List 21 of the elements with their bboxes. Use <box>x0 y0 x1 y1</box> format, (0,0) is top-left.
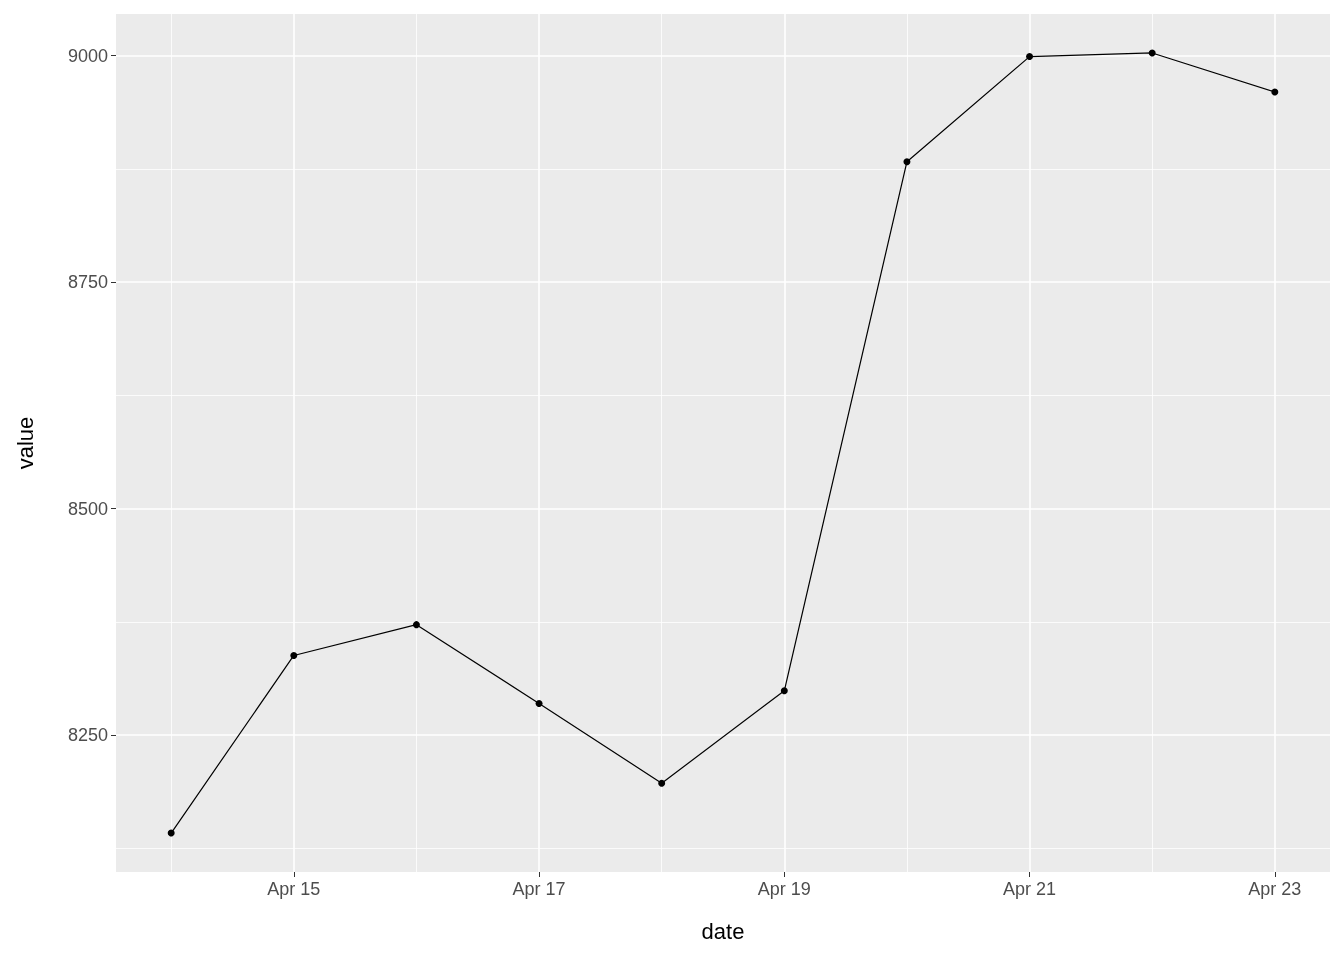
x-tick-label: Apr 15 <box>267 879 321 899</box>
y-tick-label: 8500 <box>67 498 108 519</box>
point <box>535 699 543 707</box>
x-tick-label: Apr 23 <box>1248 879 1302 899</box>
point <box>412 621 420 629</box>
y-tick-label: 9000 <box>67 45 108 66</box>
x-tick-label: Apr 19 <box>757 879 811 899</box>
point <box>1148 49 1156 57</box>
y-tick-label: 8750 <box>67 272 108 293</box>
x-tick-label: Apr 21 <box>1003 879 1057 899</box>
x-tick-label: Apr 17 <box>512 879 566 899</box>
point <box>1271 88 1279 96</box>
point <box>658 779 666 787</box>
point <box>290 651 298 659</box>
point <box>167 829 175 837</box>
y-axis-title: value <box>12 416 38 470</box>
point <box>903 158 911 166</box>
y-tick-label: 8250 <box>67 725 108 746</box>
point <box>780 687 788 695</box>
point <box>1026 53 1034 61</box>
x-axis-title: date <box>701 918 745 944</box>
